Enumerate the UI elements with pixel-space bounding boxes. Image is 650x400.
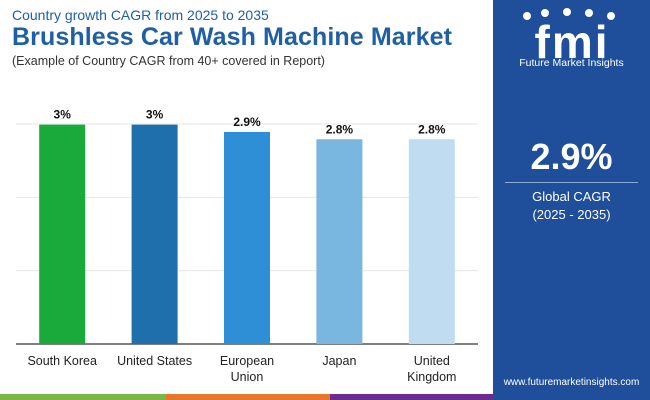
x-tick-label: European <box>220 354 274 368</box>
bottom-bar-segment <box>330 394 493 400</box>
bottom-bar-segment <box>166 394 330 400</box>
data-label: 2.9% <box>233 115 261 129</box>
chart-note: (Example of Country CAGR from 40+ covere… <box>12 54 325 68</box>
global-cagr-label: Global CAGR (2025 - 2035) <box>493 188 650 224</box>
divider <box>505 182 638 183</box>
header: Country growth CAGR from 2025 to 2035 Br… <box>12 4 452 68</box>
bottom-bar-segment <box>0 394 166 400</box>
fmi-logo: fmi <box>523 8 615 68</box>
x-tick-label: Kingdom <box>407 370 456 384</box>
bar-3 <box>316 139 363 344</box>
sidebar: fmi Future Market Insights 2.9% Global C… <box>493 0 650 400</box>
bar-1 <box>131 124 178 344</box>
chart-title: Brushless Car Wash Machine Market <box>12 23 453 51</box>
chart-subtitle: Country growth CAGR from 2025 to 2035 <box>12 7 269 23</box>
x-tick-label: South Korea <box>27 354 97 368</box>
x-tick-label: Union <box>231 370 264 384</box>
data-label: 3% <box>54 108 72 122</box>
svg-text:fmi: fmi <box>535 16 610 68</box>
cagr-label-text: Global CAGR <box>532 189 611 204</box>
bottom-bar-segment <box>493 394 650 400</box>
data-label: 2.8% <box>326 122 354 136</box>
logo-text: Future Market Insights <box>519 57 624 69</box>
data-label: 3% <box>146 108 164 122</box>
website-link[interactable]: www.futuremarketinsights.com <box>503 377 640 388</box>
x-tick-label: United States <box>117 354 192 368</box>
bar-2 <box>224 131 270 344</box>
bar-4 <box>408 139 455 344</box>
global-cagr-value: 2.9% <box>530 136 613 177</box>
bar-chart: 3% South Korea 3% United States 2.9% European… <box>16 108 478 384</box>
cagr-period-text: (2025 - 2035) <box>532 207 611 222</box>
bar-0 <box>39 124 86 344</box>
x-tick-label: Japan <box>322 354 356 368</box>
x-tick-label: United <box>414 354 450 368</box>
data-label: 2.8% <box>418 122 446 136</box>
